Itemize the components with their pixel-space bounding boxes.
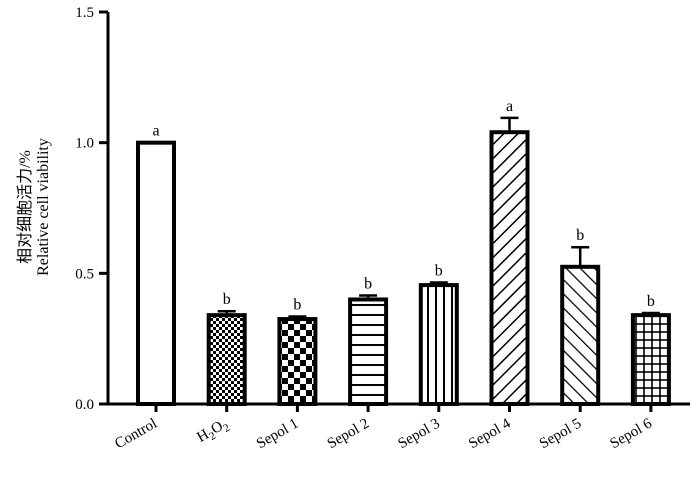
x-tick-label: Sepol 3	[395, 416, 442, 453]
y-axis-label-chinese: 相对细胞活力/%	[16, 150, 34, 264]
significance-label: b	[435, 262, 443, 279]
bar	[560, 264, 601, 406]
bar	[136, 140, 176, 407]
bars: a b b b b a b b	[136, 98, 671, 407]
bar	[206, 313, 247, 406]
x-tick-label: Sepol 5	[537, 416, 584, 453]
bar	[348, 297, 389, 407]
x-tick-label: Sepol 2	[325, 416, 372, 453]
x-tick-label: Control	[112, 416, 160, 453]
x-tick-label: Sepol 6	[608, 415, 656, 452]
x-tick-label: H2O2	[194, 416, 232, 449]
significance-label: b	[364, 276, 372, 293]
significance-label: a	[506, 98, 513, 115]
y-axis-title: 相对细胞活力/% Relative cell viability	[16, 138, 52, 276]
significance-label: b	[576, 227, 584, 244]
bar	[489, 130, 530, 406]
bar	[418, 283, 459, 406]
y-tick-label: 0.0	[75, 397, 94, 413]
significance-label: a	[152, 123, 159, 140]
significance-label: b	[647, 293, 655, 310]
y-axis-label: Relative cell viability	[35, 138, 52, 276]
y-tick-label: 1.0	[75, 136, 94, 152]
bar	[277, 317, 318, 407]
x-tick-label: Sepol 4	[466, 415, 514, 452]
y-tick-label: 1.5	[75, 5, 94, 21]
x-tick-label: Sepol 1	[254, 416, 301, 453]
subscript: 2	[221, 422, 232, 435]
y-tick-label: 0.5	[75, 266, 94, 282]
significance-label: b	[293, 296, 301, 313]
subscript: 2	[207, 430, 218, 443]
significance-label: b	[223, 291, 231, 308]
bar	[630, 313, 671, 406]
